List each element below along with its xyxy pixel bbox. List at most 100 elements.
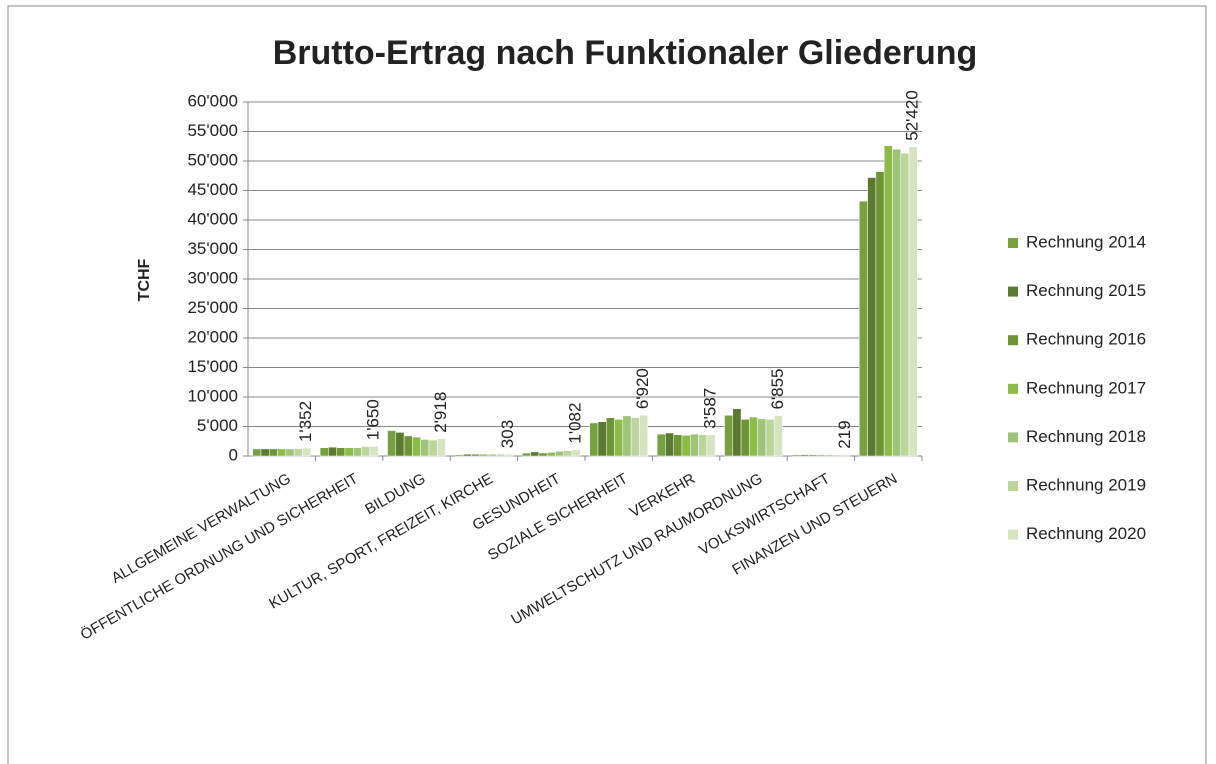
bar (285, 448, 295, 457)
bar (639, 414, 648, 457)
data-label: 6'855 (768, 368, 787, 409)
bar (479, 453, 489, 457)
data-label: 303 (498, 420, 517, 448)
legend-label: Rechnung 2018 (1026, 427, 1146, 446)
data-label: 1'352 (296, 401, 315, 442)
data-label: 1'082 (566, 403, 585, 444)
y-tick-label: 20'000 (187, 327, 238, 346)
bar (816, 454, 826, 457)
bar (277, 448, 287, 457)
y-tick-label: 10'000 (187, 386, 238, 405)
bar (420, 439, 430, 457)
bar (808, 454, 818, 457)
bar (269, 448, 278, 457)
legend-swatch (1008, 286, 1018, 297)
bar (546, 452, 556, 457)
legend-swatch (1008, 481, 1018, 491)
bar (892, 148, 901, 457)
y-tick-label: 50'000 (187, 150, 238, 169)
legend-label: Rechnung 2015 (1026, 281, 1146, 300)
legend-label: Rechnung 2020 (1026, 524, 1146, 543)
bar (824, 454, 834, 457)
bar (799, 454, 809, 457)
bar (681, 435, 691, 457)
bar (260, 448, 270, 457)
bar (462, 453, 472, 457)
y-tick-label: 60'000 (187, 91, 238, 110)
data-label: 1'650 (363, 399, 382, 440)
bar (867, 177, 877, 457)
bar (403, 435, 413, 457)
y-tick-label: 30'000 (187, 268, 238, 287)
legend-swatch (1008, 238, 1018, 248)
bar (630, 417, 640, 457)
y-tick-label: 15'000 (187, 357, 238, 376)
bar (765, 419, 775, 457)
bar (673, 434, 683, 457)
y-tick-label: 5'000 (197, 416, 238, 435)
bar (656, 433, 666, 457)
bar (454, 454, 464, 457)
chart-frame (7, 5, 1207, 764)
legend-swatch (1008, 335, 1018, 346)
legend-label: Rechnung 2014 (1026, 232, 1146, 251)
bar (757, 418, 767, 457)
y-tick-label: 55'000 (187, 121, 238, 140)
bar (252, 448, 262, 457)
bar (589, 422, 599, 457)
data-label: 3'587 (700, 388, 719, 429)
bar (908, 146, 918, 457)
bar (724, 415, 734, 457)
bar (614, 419, 624, 457)
legend-label: Rechnung 2017 (1026, 378, 1146, 397)
bar (875, 171, 885, 457)
bar (496, 453, 505, 457)
y-axis-title: TCHF (136, 258, 153, 301)
chart-title: Brutto-Ertrag nach Funktionaler Gliederu… (273, 34, 978, 72)
y-tick-label: 45'000 (187, 180, 238, 199)
bar (436, 438, 446, 457)
bar (571, 449, 581, 457)
bar (538, 452, 548, 457)
bar (706, 434, 716, 457)
bar (387, 430, 397, 457)
y-tick-label: 0 (229, 445, 238, 464)
data-label: 2'918 (431, 392, 450, 433)
legend-label: Rechnung 2019 (1026, 475, 1146, 494)
data-label: 219 (835, 420, 854, 448)
bar (293, 448, 303, 457)
bar (336, 447, 346, 457)
bar (622, 415, 632, 457)
bar (841, 454, 851, 457)
bar (689, 433, 699, 457)
data-label: 52'420 (903, 90, 922, 141)
bar (352, 447, 362, 457)
legend-swatch (1008, 529, 1018, 540)
bar (319, 447, 329, 457)
bar (522, 452, 531, 457)
bar (606, 417, 615, 457)
bar (833, 454, 842, 457)
y-tick-label: 25'000 (187, 298, 238, 317)
bar (740, 419, 750, 457)
bar (883, 145, 893, 457)
y-tick-label: 40'000 (187, 209, 238, 228)
legend-swatch (1008, 432, 1018, 443)
bar (555, 451, 564, 457)
bar (698, 434, 708, 457)
bar (732, 408, 742, 457)
y-tick-label: 35'000 (187, 239, 238, 258)
bar (749, 416, 758, 457)
bar (791, 454, 801, 457)
bar (773, 415, 783, 457)
bar (428, 439, 438, 457)
legend-swatch (1008, 383, 1018, 394)
bar (369, 446, 379, 457)
bar (563, 450, 573, 457)
bar (471, 453, 481, 457)
bar (328, 446, 337, 457)
bar (412, 436, 421, 457)
legend-label: Rechnung 2016 (1026, 330, 1146, 349)
bar (859, 200, 868, 457)
